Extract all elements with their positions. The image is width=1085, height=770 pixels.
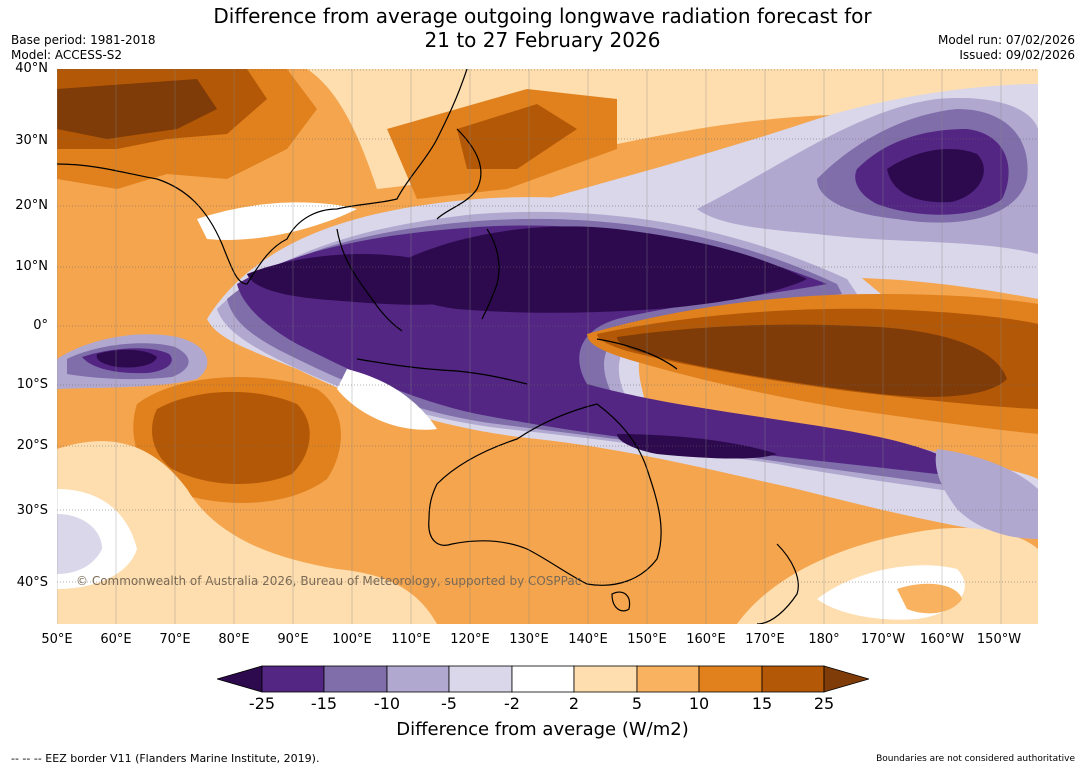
lon-label: 60°E bbox=[100, 632, 132, 647]
eez-border-note: -- -- -- EEZ border V11 (Flanders Marine… bbox=[11, 752, 320, 765]
lat-label: 0° bbox=[33, 318, 48, 333]
colorbar-segment bbox=[511, 665, 575, 693]
colorbar-segment bbox=[698, 665, 763, 693]
model-info: Base period: 1981-2018 Model: ACCESS-S2 bbox=[11, 33, 156, 63]
title-line-2: 21 to 27 February 2026 bbox=[424, 28, 661, 52]
tasmania-coast bbox=[611, 591, 631, 612]
anomaly-region bbox=[57, 441, 437, 624]
colorbar bbox=[217, 665, 869, 693]
lon-label: 110°E bbox=[391, 632, 431, 647]
anomaly-region bbox=[57, 79, 217, 139]
colorbar-label: 25 bbox=[813, 694, 835, 713]
lon-label: 50°E bbox=[41, 632, 73, 647]
lon-label: 170°E bbox=[745, 632, 785, 647]
colorbar-label: -10 bbox=[373, 694, 401, 713]
lon-label: 150°W bbox=[976, 632, 1022, 647]
colorbar-label: -5 bbox=[441, 694, 457, 713]
lon-label: 120°E bbox=[450, 632, 490, 647]
colorbar-segment bbox=[323, 665, 388, 693]
new-guinea-coast bbox=[596, 338, 678, 370]
lon-label: 160°W bbox=[919, 632, 965, 647]
colorbar-segment bbox=[573, 665, 638, 693]
lat-label: 40°S bbox=[16, 575, 48, 590]
anomaly-region bbox=[457, 104, 577, 169]
model-name: Model: ACCESS-S2 bbox=[11, 48, 123, 62]
lat-label: 10°N bbox=[15, 259, 48, 274]
colorbar-segment bbox=[261, 665, 325, 693]
lon-label: 180° bbox=[808, 632, 840, 647]
lat-label: 20°S bbox=[16, 438, 48, 453]
anomaly-region bbox=[57, 514, 102, 574]
lon-label: 70°E bbox=[159, 632, 191, 647]
colorbar-label: -25 bbox=[248, 694, 276, 713]
lon-label: 80°E bbox=[218, 632, 250, 647]
title-line-1: Difference from average outgoing longwav… bbox=[213, 4, 872, 28]
china-coast bbox=[436, 128, 482, 220]
colorbar-segment bbox=[448, 665, 513, 693]
model-run-date: Model run: 07/02/2026 bbox=[937, 33, 1075, 47]
anomaly-region bbox=[897, 583, 962, 614]
lon-label: 170°W bbox=[860, 632, 906, 647]
colorbar-label: 2 bbox=[568, 694, 580, 713]
boundaries-disclaimer: Boundaries are not considered authoritat… bbox=[876, 754, 1075, 764]
asia-coast bbox=[57, 69, 468, 285]
issued-date: Issued: 09/02/2026 bbox=[959, 48, 1075, 62]
lon-label: 140°E bbox=[568, 632, 608, 647]
indochina-coast bbox=[336, 228, 403, 332]
lat-label: 30°S bbox=[16, 503, 48, 518]
lat-label: 20°N bbox=[15, 198, 48, 213]
colorbar-segment bbox=[761, 665, 825, 693]
colorbar-label: -15 bbox=[310, 694, 338, 713]
colorbar-label: -2 bbox=[504, 694, 520, 713]
philippines-coast bbox=[481, 228, 500, 320]
indonesia-coast bbox=[356, 358, 528, 385]
colorbar-label: 5 bbox=[631, 694, 643, 713]
map-title: Difference from average outgoing longwav… bbox=[0, 4, 1085, 52]
colorbar-label: 15 bbox=[751, 694, 773, 713]
lon-label: 100°E bbox=[332, 632, 372, 647]
anomaly-region bbox=[617, 324, 1007, 397]
lon-label: 90°E bbox=[277, 632, 309, 647]
copyright-notice: © Commonwealth of Australia 2026, Bureau… bbox=[76, 574, 582, 588]
colorbar-high-extension bbox=[823, 665, 869, 693]
run-info: Model run: 07/02/2026 Issued: 09/02/2026 bbox=[938, 33, 1075, 63]
colorbar-segment bbox=[386, 665, 450, 693]
anomaly-region bbox=[337, 369, 437, 430]
anomaly-region bbox=[887, 149, 984, 203]
colorbar-segment bbox=[636, 665, 700, 693]
lat-label: 40°N bbox=[15, 61, 48, 76]
lat-label: 30°N bbox=[15, 133, 48, 148]
anomaly-region bbox=[152, 391, 310, 485]
meridians bbox=[57, 69, 1002, 624]
anomaly-region bbox=[935, 449, 1038, 539]
colorbar-label: 10 bbox=[688, 694, 710, 713]
new-zealand-coast bbox=[756, 543, 799, 624]
map-canvas bbox=[57, 69, 1038, 624]
base-period: Base period: 1981-2018 bbox=[11, 33, 156, 47]
colorbar-low-extension bbox=[217, 665, 263, 693]
olr-anomaly-map bbox=[57, 69, 1038, 624]
anomaly-region bbox=[96, 349, 157, 368]
coastlines bbox=[57, 69, 799, 624]
colorbar-title: Difference from average (W/m2) bbox=[396, 719, 689, 740]
lon-label: 130°E bbox=[509, 632, 549, 647]
anomaly-region bbox=[617, 434, 777, 459]
lon-label: 150°E bbox=[627, 632, 667, 647]
lat-label: 10°S bbox=[16, 377, 48, 392]
lon-label: 160°E bbox=[686, 632, 726, 647]
anomaly-region bbox=[387, 226, 807, 313]
